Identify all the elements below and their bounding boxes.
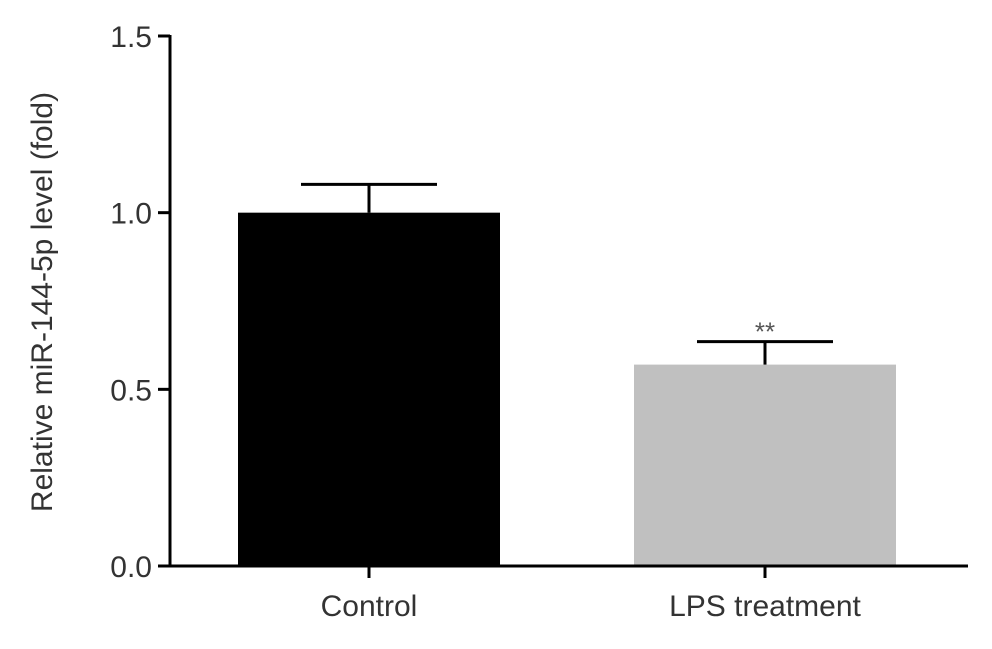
y-tick-label: 1.5 [110, 21, 152, 54]
axes-layer [158, 34, 968, 578]
error-bars-layer [301, 182, 833, 365]
y-tick-label: 0.0 [110, 551, 152, 584]
y-axis-title: Relative miR-144-5p level (fold) [26, 92, 59, 512]
significance-marker: ** [755, 317, 775, 347]
x-tick-label: Control [321, 590, 418, 623]
bars-layer [238, 212, 896, 566]
y-tick-label: 1.0 [110, 198, 152, 231]
labels-layer: 0.0 0.5 1.0 1.5 Control LPS treatment ** [110, 21, 861, 623]
bar [238, 212, 500, 566]
y-tick-label: 0.5 [110, 374, 152, 407]
x-tick-label: LPS treatment [669, 590, 861, 623]
bar [634, 364, 896, 566]
